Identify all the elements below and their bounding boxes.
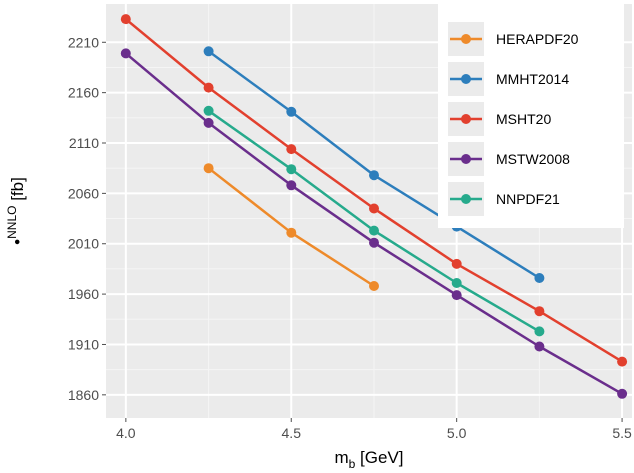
legend-key-point-mmht2014 bbox=[461, 74, 471, 84]
legend-label-herapdf20: HERAPDF20 bbox=[496, 31, 579, 47]
legend: HERAPDF20 MMHT2014 MSHT20 MSTW2008 NNPDF21 bbox=[438, 4, 624, 228]
x-tick-label: 5.5 bbox=[612, 425, 632, 441]
data-point-mstw2008 bbox=[120, 48, 131, 59]
x-tick-label: 4.0 bbox=[116, 425, 136, 441]
data-point-mstw2008 bbox=[286, 180, 297, 191]
y-tick-label: 1960 bbox=[68, 286, 99, 302]
data-point-nnpdf21 bbox=[369, 225, 379, 236]
data-point-nnpdf21 bbox=[286, 164, 297, 175]
legend-label-mstw2008: MSTW2008 bbox=[496, 151, 570, 167]
legend-key-point-nnpdf21 bbox=[461, 194, 471, 204]
legend-key-point-mstw2008 bbox=[461, 154, 471, 164]
data-point-mmht2014 bbox=[369, 170, 379, 181]
data-point-nnpdf21 bbox=[203, 105, 214, 116]
y-tick-label: 2110 bbox=[69, 135, 99, 151]
data-point-nnpdf21 bbox=[534, 326, 545, 337]
data-point-mmht2014 bbox=[534, 273, 545, 283]
legend-label-mmht2014: MMHT2014 bbox=[496, 71, 569, 87]
data-point-mmht2014 bbox=[286, 106, 297, 117]
data-point-herapdf20 bbox=[286, 227, 297, 238]
y-tick-label: 1910 bbox=[68, 336, 99, 352]
data-point-msht20 bbox=[369, 203, 379, 214]
data-point-nnpdf21 bbox=[451, 278, 462, 288]
y-tick-label: 1860 bbox=[68, 387, 99, 403]
data-point-msht20 bbox=[120, 14, 131, 25]
data-point-herapdf20 bbox=[203, 163, 214, 174]
y-tick-label: 2160 bbox=[68, 85, 99, 101]
y-axis-title: •NNLO [fb] bbox=[5, 177, 27, 245]
data-point-mstw2008 bbox=[451, 290, 462, 301]
x-axis-title: mb [GeV] bbox=[334, 448, 403, 471]
data-point-herapdf20 bbox=[369, 281, 379, 291]
data-point-msht20 bbox=[534, 306, 545, 317]
data-point-mmht2014 bbox=[203, 46, 214, 57]
y-tick-label: 2060 bbox=[68, 185, 99, 201]
legend-label-nnpdf21: NNPDF21 bbox=[496, 191, 560, 207]
legend-key-point-herapdf20 bbox=[461, 34, 471, 44]
axes: 1860 1910 1960 2010 2060 2110 2160 2210 4.0 4.5 5.… bbox=[68, 34, 632, 441]
y-tick-label: 2010 bbox=[68, 236, 99, 252]
data-point-mstw2008 bbox=[617, 388, 628, 399]
data-point-msht20 bbox=[451, 258, 462, 269]
x-tick-label: 5.0 bbox=[447, 425, 467, 441]
legend-key-point-msht20 bbox=[461, 114, 471, 124]
legend-label-msht20: MSHT20 bbox=[496, 111, 551, 127]
x-tick-label: 4.5 bbox=[282, 425, 302, 441]
data-point-msht20 bbox=[203, 82, 214, 93]
y-tick-label: 2210 bbox=[68, 34, 99, 50]
data-point-mstw2008 bbox=[369, 237, 379, 248]
data-point-mstw2008 bbox=[203, 117, 214, 128]
data-point-msht20 bbox=[617, 356, 628, 367]
data-point-msht20 bbox=[286, 144, 297, 155]
data-point-mstw2008 bbox=[534, 341, 545, 352]
